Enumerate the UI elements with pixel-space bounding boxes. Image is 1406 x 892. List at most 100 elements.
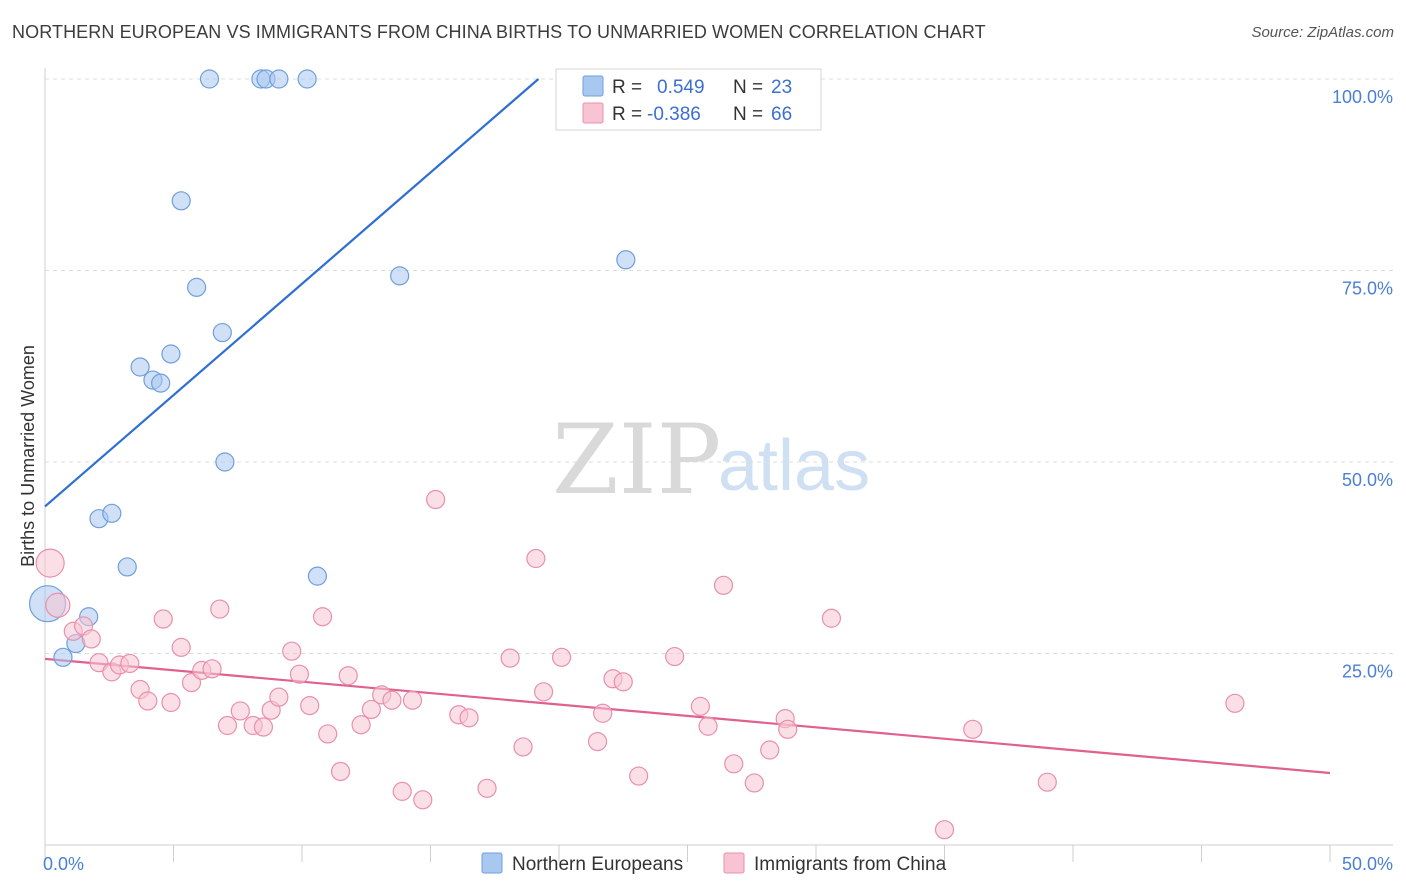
point-series-1-13 — [199, 69, 220, 89]
point-series-2-8 — [120, 653, 140, 674]
point-series-2-47 — [587, 731, 608, 752]
trend-lines — [44, 78, 1331, 775]
point-series-1-10 — [161, 344, 181, 364]
legend-swatch-immigrants-china-bottom — [723, 852, 745, 874]
point-series-2-30 — [338, 666, 358, 686]
point-series-2-46 — [551, 647, 572, 667]
point-series-2-58 — [760, 740, 780, 760]
point-series-2-23 — [269, 687, 289, 707]
point-series-2-61 — [821, 608, 842, 628]
chart-title: NORTHERN EUROPEAN VS IMMIGRANTS FROM CHI… — [12, 22, 986, 42]
point-series-2-44 — [526, 548, 546, 569]
point-series-1-1 — [53, 647, 73, 667]
point-series-2-25 — [289, 664, 310, 684]
point-series-1-5 — [102, 503, 122, 523]
point-series-2-53 — [690, 696, 710, 716]
y-axis-title: Births to Unmarried Women — [18, 345, 38, 567]
trend-line-series-1 — [44, 78, 540, 508]
point-series-2-42 — [500, 648, 520, 668]
point-series-2-65 — [1225, 693, 1245, 713]
legend-n-value-1: 23 — [771, 77, 792, 98]
point-series-2-10 — [138, 691, 158, 711]
point-series-2-60 — [778, 719, 798, 739]
point-series-2-29 — [330, 761, 351, 782]
watermark-atlas: atlas — [718, 426, 870, 506]
point-series-2-0 — [35, 548, 65, 578]
point-series-2-37 — [413, 790, 433, 810]
point-series-1-18 — [269, 69, 289, 89]
point-series-2-38 — [426, 489, 446, 510]
point-series-1-7 — [130, 357, 150, 377]
point-series-2-11 — [153, 609, 173, 629]
legend-n-label-2: N = — [733, 104, 763, 125]
point-series-2-28 — [318, 724, 338, 744]
point-series-2-12 — [161, 692, 181, 713]
point-series-2-40 — [459, 708, 479, 728]
y-tick-label-2: 75.0% — [1342, 279, 1393, 299]
y-tick-label-1: 50.0% — [1342, 470, 1393, 490]
point-series-2-45 — [533, 682, 554, 702]
point-series-2-14 — [181, 673, 202, 693]
point-series-2-34 — [382, 690, 402, 710]
point-series-2-52 — [665, 646, 685, 667]
point-series-2-4 — [81, 629, 101, 649]
legend-label-immigrants-china: Immigrants from China — [754, 854, 947, 875]
trend-line-series-2 — [44, 657, 1331, 775]
legend-r-value-1: 0.549 — [657, 77, 705, 98]
point-series-2-57 — [744, 773, 764, 793]
point-series-2-19 — [230, 701, 250, 721]
x-tick-label-0: 0.0% — [43, 854, 84, 874]
point-series-1-20 — [307, 566, 328, 586]
y-tick-label-3: 100.0% — [1332, 87, 1393, 107]
point-series-2-63 — [963, 719, 983, 739]
point-series-1-19 — [297, 69, 317, 89]
point-series-1-22 — [616, 250, 636, 270]
point-series-1-14 — [212, 322, 232, 343]
legend-r-label-1: R = — [612, 77, 642, 98]
point-series-2-1 — [45, 592, 71, 618]
point-series-2-43 — [513, 737, 533, 757]
watermark: ZIP atlas — [552, 404, 870, 516]
watermark-zip: ZIP — [552, 404, 721, 516]
tick-labels: 25.0% 50.0% 75.0% 100.0% 0.0% 50.0% — [43, 87, 1393, 874]
point-series-1-15 — [215, 452, 235, 472]
series-legend: Northern Europeans Immigrants from China — [481, 852, 947, 875]
source-label: Source: ZipAtlas.com — [1251, 24, 1394, 41]
legend-r-value-2: -0.386 — [647, 104, 701, 125]
point-series-2-16 — [202, 659, 222, 679]
legend-n-label-1: N = — [733, 77, 763, 98]
correlation-legend: R = 0.549 N = 23 R = -0.386 N = 66 — [555, 68, 822, 131]
legend-r-label-2: R = — [612, 104, 642, 125]
legend-label-northern-europeans: Northern Europeans — [512, 854, 683, 875]
point-series-2-31 — [351, 715, 371, 735]
point-series-1-9 — [151, 373, 171, 393]
point-series-2-21 — [253, 717, 274, 737]
point-series-2-51 — [629, 766, 649, 786]
point-series-2-13 — [171, 637, 191, 657]
y-tick-label-0: 25.0% — [1342, 662, 1393, 682]
point-series-2-48 — [593, 703, 613, 723]
point-series-1-12 — [187, 277, 207, 297]
legend-swatch-northern-europeans — [582, 75, 604, 97]
point-series-2-56 — [724, 754, 744, 774]
legend-swatch-immigrants-china — [582, 102, 604, 124]
point-series-2-54 — [698, 716, 718, 736]
point-series-2-32 — [361, 699, 381, 720]
point-series-2-50 — [613, 672, 633, 692]
grid-lines — [45, 78, 1393, 654]
point-series-2-26 — [300, 695, 320, 716]
point-series-2-62 — [934, 820, 955, 840]
point-series-2-36 — [402, 690, 423, 710]
point-series-1-6 — [117, 557, 137, 577]
axes — [44, 68, 1393, 862]
x-tick-label-1: 50.0% — [1342, 854, 1393, 874]
point-series-1-11 — [171, 191, 191, 211]
data-points — [28, 69, 1245, 840]
point-series-1-21 — [390, 266, 410, 286]
legend-n-value-2: 66 — [771, 104, 792, 125]
point-series-2-55 — [713, 575, 734, 595]
point-series-2-64 — [1037, 772, 1057, 792]
point-series-2-35 — [392, 781, 412, 801]
point-series-2-41 — [477, 778, 497, 798]
